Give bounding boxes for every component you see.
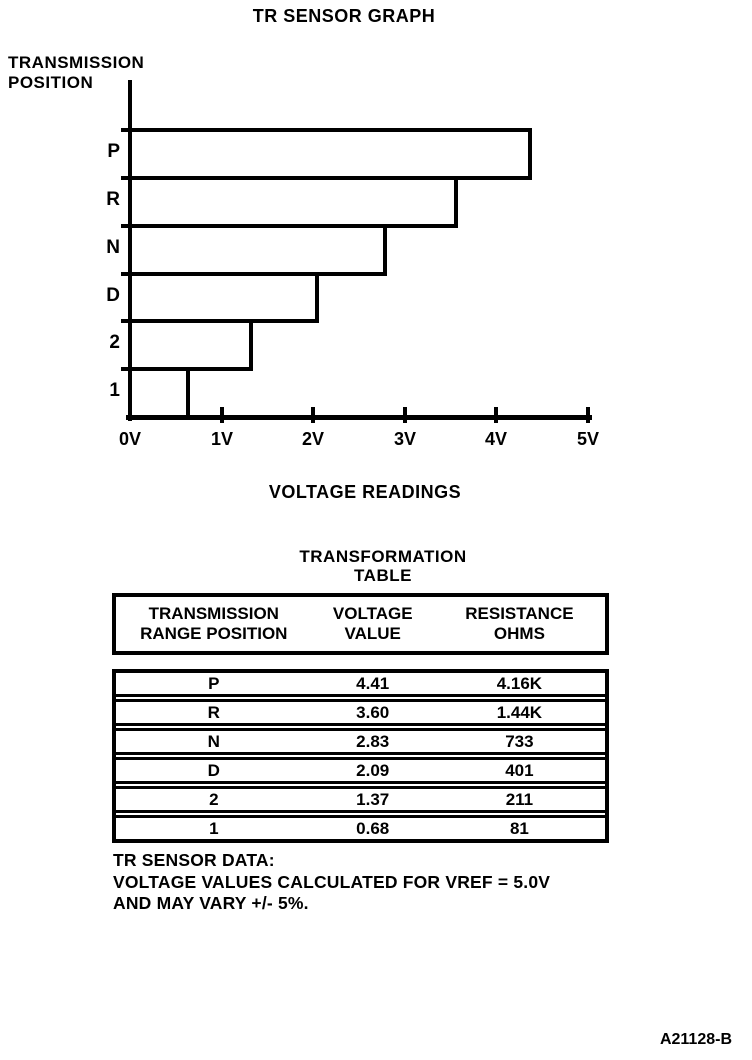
x-tick-label-3V: 3V (393, 429, 417, 449)
x-tick-5V (586, 407, 590, 423)
cell-voltage: 2.09 (356, 760, 390, 780)
cell-resistance: 81 (509, 818, 529, 838)
cell-position: N (207, 731, 220, 751)
x-tick-label-2V: 2V (301, 429, 325, 449)
category-label-1: 1 (109, 380, 120, 401)
table-title: TRANSFORMATION TABLE (0, 547, 752, 585)
x-tick-label-5V: 5V (576, 429, 600, 449)
bar-D (128, 272, 319, 323)
table-row: 1 0.68 81 (116, 815, 605, 839)
bar-P (128, 128, 532, 180)
y-axis-label-line2: POSITION (8, 73, 94, 92)
cell-position: 1 (209, 818, 219, 838)
cell-resistance: 733 (505, 731, 534, 751)
y-axis-label-line1: TRANSMISSION (8, 53, 145, 72)
y-tick-N (121, 224, 129, 228)
cell-resistance: 4.16K (496, 673, 543, 693)
x-tick-label-1V: 1V (210, 429, 234, 449)
category-label-P: P (107, 141, 120, 162)
cell-position: D (207, 760, 220, 780)
table-body: P 4.41 4.16K R 3.60 1.44K N 2.83 733 D 2.09 401 2 1.3… (112, 669, 609, 843)
table-row: N 2.83 733 (116, 728, 605, 755)
category-label-D: D (106, 284, 120, 306)
category-label-2: 2 (109, 332, 120, 353)
bar-1 (128, 367, 190, 419)
x-axis (126, 415, 592, 420)
bar-R (128, 176, 458, 228)
figure-code: A21128-B (659, 1031, 732, 1048)
cell-voltage: 3.60 (356, 702, 390, 722)
cell-voltage: 1.37 (356, 789, 390, 809)
y-tick-P (121, 128, 129, 132)
cell-position: 2 (209, 789, 219, 809)
cell-resistance: 211 (505, 789, 534, 809)
cell-voltage: 4.41 (356, 673, 390, 693)
bar-2 (128, 319, 253, 371)
table-row: R 3.60 1.44K (116, 699, 605, 726)
bar-N (128, 224, 387, 276)
x-tick-2V (311, 407, 315, 423)
cell-resistance: 401 (505, 760, 534, 780)
notes-line1: TR SENSOR DATA: (113, 850, 275, 870)
cell-resistance: 1.44K (496, 702, 543, 722)
cell-voltage: 2.83 (356, 731, 390, 751)
column-header-voltage-value: VOLTAGE VALUE (332, 604, 413, 643)
table-header: TRANSMISSION RANGE POSITION VOLTAGE VALU… (112, 593, 609, 655)
table-row: P 4.41 4.16K (116, 673, 605, 697)
y-tick-2 (121, 319, 129, 323)
table-title-line2: TABLE (354, 566, 412, 585)
y-axis-label: TRANSMISSION POSITION (8, 53, 144, 93)
category-label-R: R (106, 189, 120, 210)
cell-voltage: 0.68 (356, 818, 390, 838)
x-tick-label-4V: 4V (484, 429, 508, 449)
table-row: 2 1.37 211 (116, 786, 605, 813)
page-title: TR SENSOR GRAPH (252, 6, 436, 26)
y-tick-D (121, 272, 129, 276)
x-axis-label: VOLTAGE READINGS (268, 482, 462, 502)
table-row: D 2.09 401 (116, 757, 605, 784)
notes: TR SENSOR DATA: VOLTAGE VALUES CALCULATE… (113, 850, 550, 915)
x-tick-label-0V: 0V (118, 429, 142, 449)
notes-line3: AND MAY VARY +/- 5%. (113, 893, 309, 913)
x-tick-1V (220, 407, 224, 423)
cell-position: P (208, 673, 220, 693)
x-tick-3V (403, 407, 407, 423)
column-header-resistance-ohms: RESISTANCE OHMS (465, 604, 574, 643)
x-tick-4V (494, 407, 498, 423)
table-title-line1: TRANSFORMATION (299, 547, 467, 566)
y-tick-R (121, 176, 129, 180)
y-tick-1 (121, 367, 129, 371)
notes-line2: VOLTAGE VALUES CALCULATED FOR VREF = 5.0… (113, 871, 551, 892)
column-header-range-position: TRANSMISSION RANGE POSITION (140, 604, 288, 643)
category-label-N: N (106, 237, 120, 258)
cell-position: R (207, 702, 220, 722)
